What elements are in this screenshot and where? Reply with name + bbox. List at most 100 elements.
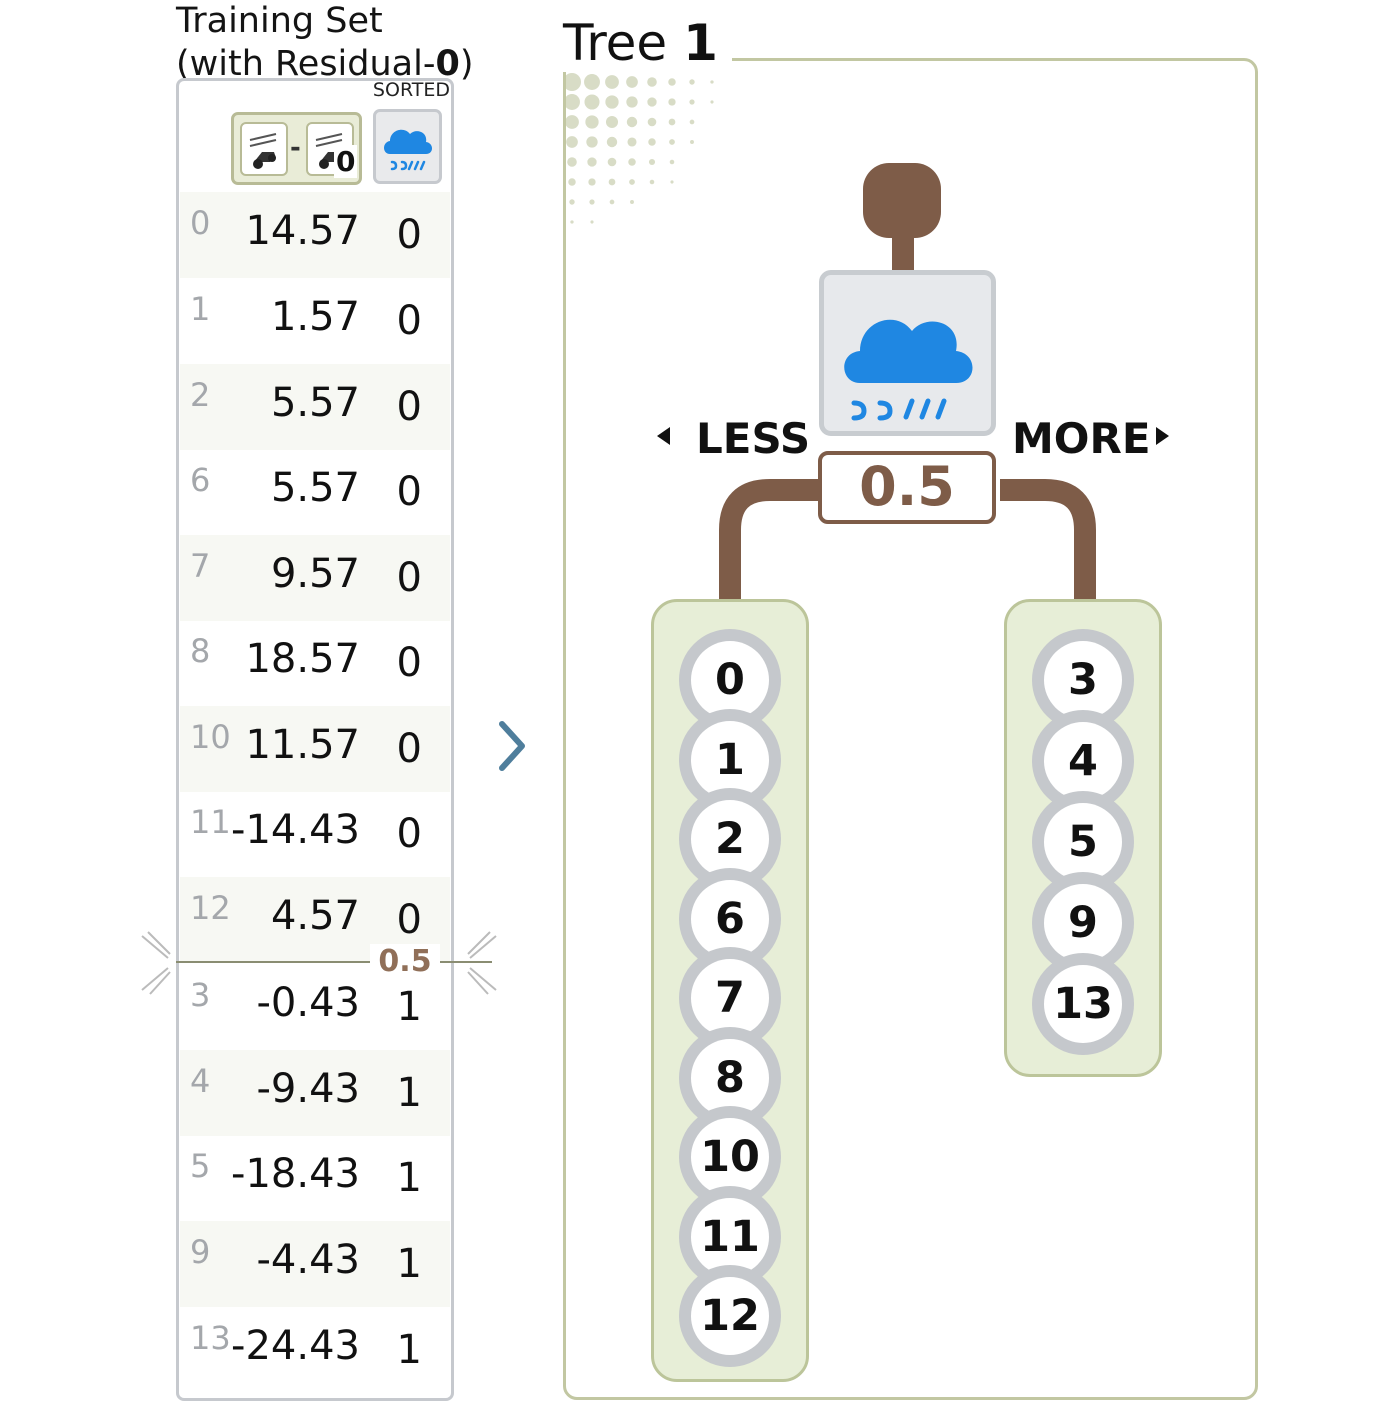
- training-set-title-line2-emph: 0: [435, 44, 460, 84]
- sample-index: 11: [691, 1197, 769, 1276]
- halftone-dot: [590, 220, 594, 224]
- row-index: 4: [190, 1062, 211, 1100]
- split-feature-node[interactable]: [819, 270, 996, 436]
- sample-index: 10: [691, 1118, 769, 1196]
- row-index: 8: [190, 632, 211, 670]
- sample-index: 8: [691, 1038, 769, 1117]
- chevron-right-icon[interactable]: [494, 718, 534, 774]
- halftone-dot: [564, 94, 580, 110]
- halftone-dot: [589, 199, 595, 205]
- halftone-dot: [609, 199, 615, 205]
- target-value: 1: [396, 984, 422, 1030]
- halftone-dot: [608, 178, 616, 186]
- halftone-dot: [670, 180, 674, 184]
- halftone-dot: [586, 136, 598, 148]
- table-row: 0 14.57 0: [180, 192, 450, 278]
- halftone-dot: [628, 158, 636, 166]
- residual-value: 5.57: [270, 465, 360, 511]
- table-row: 10 11.57 0: [180, 706, 450, 792]
- sample-badge: 10: [679, 1106, 781, 1208]
- sample-index: 9: [1044, 884, 1122, 962]
- halftone-dot: [626, 116, 638, 128]
- halftone-dot: [629, 179, 635, 185]
- row-index: 9: [190, 1233, 211, 1271]
- sample-index: 0: [691, 641, 769, 719]
- training-set-title-line2-suffix: ): [459, 44, 474, 84]
- iteration-subscript: 0: [334, 145, 358, 178]
- halftone-dot: [606, 136, 618, 148]
- table-row: 3 -0.43 1: [180, 964, 450, 1050]
- halftone-dot: [605, 75, 619, 89]
- training-set-title-line1: Training Set: [176, 1, 383, 41]
- table-row: 7 9.57 0: [180, 535, 450, 621]
- target-value: 1: [396, 1155, 422, 1201]
- target-value: 0: [396, 640, 422, 686]
- target-value: 0: [396, 726, 422, 772]
- less-label: LESS: [696, 414, 811, 463]
- target-value: 0: [396, 555, 422, 601]
- residual-value: -14.43: [231, 807, 360, 853]
- rain-cloud-icon: [384, 129, 432, 171]
- halftone-dot: [566, 136, 578, 148]
- table-row: 5 -18.43 1: [180, 1135, 450, 1221]
- sample-index: 2: [691, 800, 769, 878]
- residual-value: -24.43: [231, 1323, 360, 1369]
- halftone-dot: [689, 99, 695, 105]
- residual-value: 1.57: [270, 294, 360, 340]
- training-set-title: Training Set (with Residual-0): [176, 0, 476, 86]
- halftone-dot: [585, 115, 599, 129]
- training-set-title-line2-prefix: (with Residual-: [176, 44, 436, 84]
- halftone-dot: [669, 159, 675, 165]
- halftone-dot: [563, 73, 581, 91]
- halftone-dot: [668, 98, 676, 106]
- residual-value: -4.43: [256, 1237, 361, 1283]
- target-value: 0: [396, 897, 422, 943]
- halftone-dot: [669, 139, 675, 145]
- row-index: 5: [190, 1147, 211, 1185]
- table-row: 6 5.57 0: [180, 449, 450, 535]
- target-value: 0: [396, 384, 422, 430]
- table-row: 9 -4.43 1: [180, 1221, 450, 1307]
- halftone-dot: [605, 115, 619, 129]
- split-value-label: 0.5: [370, 944, 440, 979]
- sample-index: 3: [1044, 641, 1122, 719]
- table-row: 4 -9.43 1: [180, 1050, 450, 1136]
- table-row: 2 5.57 0: [180, 364, 450, 450]
- halftone-decoration: [563, 73, 714, 224]
- tree-branches: [719, 479, 1096, 600]
- root-stem: [892, 232, 914, 272]
- more-label: MORE: [1012, 414, 1151, 463]
- halftone-dot: [710, 100, 714, 104]
- residual-column-header: - 0: [231, 112, 362, 185]
- row-index: 7: [190, 547, 211, 585]
- halftone-dot: [605, 95, 619, 109]
- row-index: 12: [190, 889, 231, 927]
- halftone-dot: [689, 79, 695, 85]
- right-leaf: 3 4 5 9 13: [1004, 599, 1162, 1077]
- halftone-dot: [587, 157, 597, 167]
- halftone-dot: [584, 74, 600, 90]
- sample-index: 4: [1044, 722, 1122, 800]
- tree-title: Tree 1: [563, 14, 732, 72]
- halftone-dot: [630, 200, 634, 204]
- sample-index: 1: [691, 720, 769, 799]
- row-index: 3: [190, 976, 211, 1014]
- halftone-dot: [607, 157, 617, 167]
- halftone-dot: [627, 137, 637, 147]
- halftone-dot: [647, 77, 657, 87]
- sample-index: 12: [691, 1277, 769, 1355]
- split-line: [176, 961, 492, 963]
- residual-value: 4.57: [270, 893, 360, 939]
- left-leaf: 0 1 2 6 7 8 10 11 12: [651, 599, 809, 1382]
- rain-cloud-icon: [844, 319, 973, 421]
- target-value: 0: [396, 298, 422, 344]
- table-row: 1 1.57 0: [180, 278, 450, 364]
- halftone-dot: [668, 78, 676, 86]
- target-value: 0: [396, 469, 422, 515]
- row-index: 0: [190, 204, 211, 242]
- target-value: 1: [396, 1327, 422, 1373]
- target-value: 0: [396, 212, 422, 258]
- row-index: 2: [190, 376, 211, 414]
- residual-value: -18.43: [231, 1151, 360, 1197]
- halftone-dot: [710, 80, 714, 84]
